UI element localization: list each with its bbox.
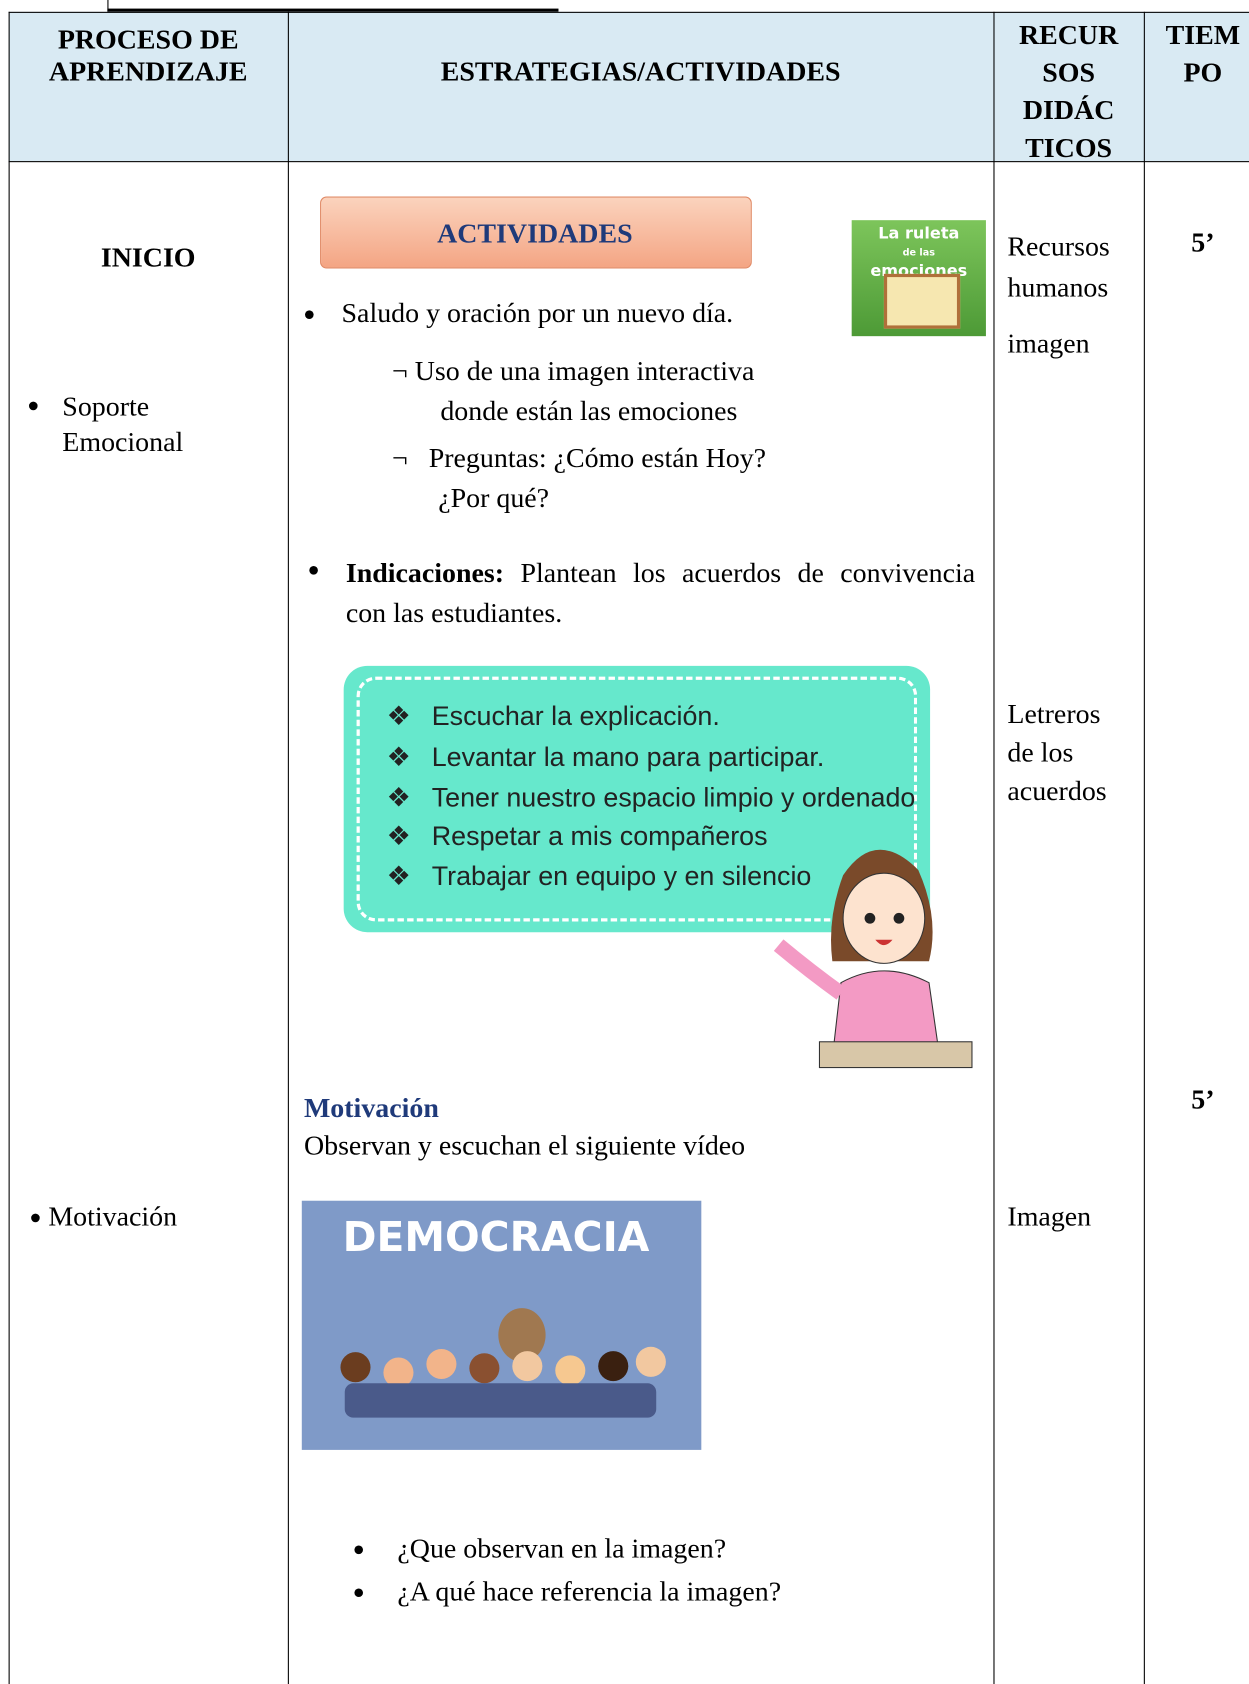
teacher-illustration [773,849,973,1069]
header-cell: TIEM PO [1165,19,1241,89]
agreement-bullet: ❖ [386,821,411,852]
video-image: DEMOCRACIA [301,1200,702,1450]
resource: Imagen [1007,1200,1092,1232]
motivation-text: Observan y escuchan el siguiente vídeo [303,1129,746,1161]
banner [320,196,752,269]
image-text: DEMOCRACIA [342,1213,650,1261]
resource: Letreros de los acuerdos [1007,698,1107,807]
bullet [305,310,314,319]
header-cell: RECUR SOS DIDÁC TICOS [1018,19,1119,164]
owl [498,1308,546,1362]
ruleta-image: La ruleta de las emociones [851,220,986,337]
sub-item: ¿Por qué? [438,482,550,514]
banner-text: ACTIVIDADES [437,218,633,250]
sub-item: ¬ Uso de una imagen interactiva [392,355,755,387]
eye [864,912,876,924]
sub-item: donde están las emociones [440,395,738,427]
agreement-bullet: ❖ [386,861,411,892]
agreements-box [343,665,931,933]
face [842,872,926,964]
process-item: Soporte Emocional [62,390,184,458]
mouth [875,939,893,946]
agreement: Escuchar la explicación. [431,701,720,732]
header-background [8,11,1249,162]
header-cell: PROCESO DE APRENDIZAJE [48,23,248,87]
dashed-border [356,676,918,922]
rule [107,0,109,12]
agreement: Trabajar en equipo y en silencio [431,861,812,892]
table-border [993,11,995,1684]
agreement: Tener nuestro espacio limpio y ordenado [431,782,916,814]
time: 5’ [1191,226,1215,258]
image-text: La ruleta de las emociones [870,223,968,281]
children-illustration [340,1308,666,1418]
process-item: Motivación [48,1200,178,1232]
children [340,1346,666,1418]
agreement-bullet: ❖ [386,742,411,773]
table-border [1143,11,1145,1684]
bullet [31,1213,40,1223]
time: 5’ [1191,1083,1215,1115]
bullet [354,1588,364,1598]
table-border [8,11,1249,13]
greeting: Saludo y oración por un nuevo día. [341,297,734,329]
bullet [28,401,38,411]
indications: Indicaciones: Plantean los acuerdos de c… [345,557,976,629]
resource: imagen [1007,327,1090,359]
table-border [8,11,10,1684]
table-border [287,11,289,1684]
motivation-title: Motivación [303,1092,439,1124]
header-cell: ESTRATEGIAS/ACTIVIDADES [440,55,841,87]
image-frame [883,273,961,329]
stage: INICIO [100,241,196,273]
agreement-bullet: ❖ [386,701,411,732]
question: ¿Que observan en la imagen? [397,1532,727,1564]
agreement-bullet: ❖ [386,782,411,814]
table-border [8,161,1249,163]
eye [893,912,905,924]
arm [773,939,846,1000]
sub-item: ¬ Preguntas: ¿Cómo están Hoy? [392,442,767,474]
podium [818,1041,973,1069]
resource: Recursos humanos [1007,230,1110,303]
rule [107,8,559,12]
agreement: Respetar a mis compañeros [431,821,768,852]
agreement: Levantar la mano para participar. [431,742,825,773]
body [831,970,941,1059]
bullet [309,565,318,575]
question: ¿A qué hace referencia la imagen? [397,1575,782,1607]
bullet [354,1545,364,1555]
